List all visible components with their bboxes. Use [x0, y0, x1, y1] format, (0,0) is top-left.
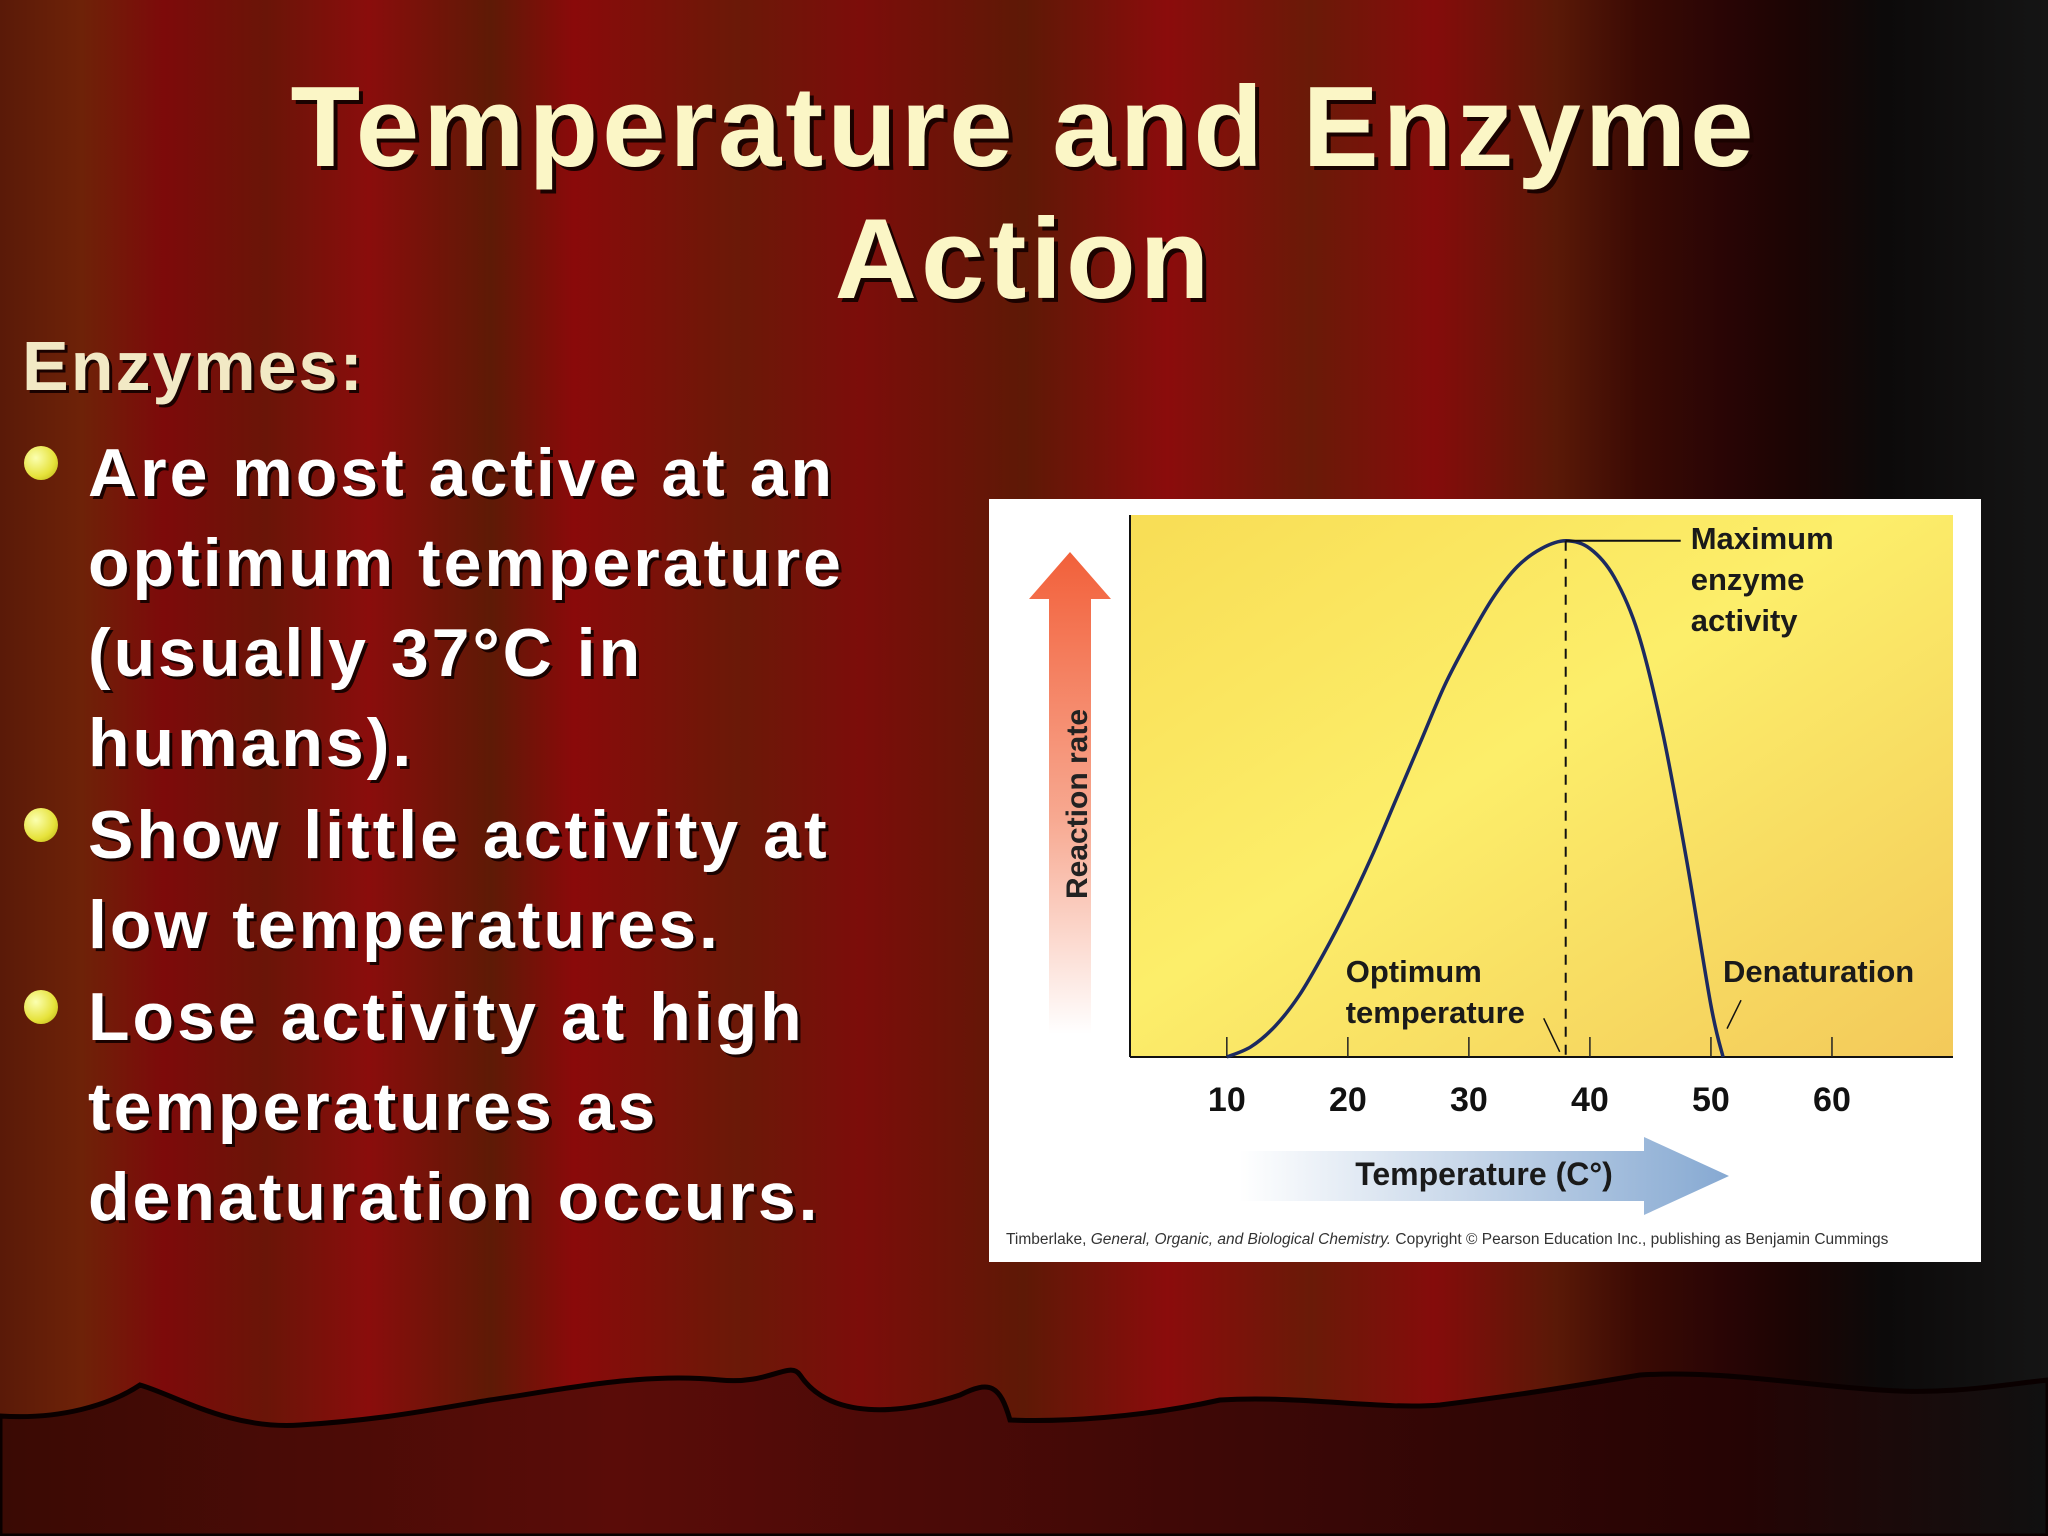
bullet-text: Are most active at an optimum temperatur…: [88, 435, 844, 781]
x-tick-label: 60: [1813, 1081, 1851, 1119]
x-tick-label: 40: [1571, 1081, 1609, 1119]
bullet-item: Are most active at an optimum temperatur…: [24, 428, 904, 788]
optimum-leader-line: [1543, 1017, 1561, 1053]
denaturation-annotation: Denaturation: [1723, 954, 1914, 989]
bullet-dot-icon: [24, 990, 58, 1024]
bullet-item: Lose activity at high temperatures as de…: [24, 972, 904, 1242]
slide-title: Temperature and Enzyme Action: [0, 62, 2048, 326]
bullet-dot-icon: [24, 446, 58, 480]
x-tick-label: 20: [1329, 1081, 1367, 1119]
bullet-item: Show little activity at low temperatures…: [24, 790, 904, 970]
bullets-heading: Enzymes:: [22, 327, 365, 405]
denaturation-leader-line: [1726, 999, 1742, 1029]
bullet-dot-icon: [24, 808, 58, 842]
x-tick-label: 50: [1692, 1081, 1730, 1119]
x-tick-label: 30: [1450, 1081, 1488, 1119]
bullet-text: Lose activity at high temperatures as de…: [88, 979, 821, 1235]
temperature-arrow-icon: [1239, 1137, 1729, 1215]
title-line-2: Action: [834, 196, 1214, 323]
chart-panel: Reaction rate Temperature (C°) 10 20 30 40 5…: [989, 499, 1981, 1262]
enzyme-activity-chart: Reaction rate Temperature (C°) 10 20 30 40 5…: [1006, 515, 1953, 1248]
y-axis-label: Reaction rate: [1061, 709, 1094, 899]
bullet-text: Show little activity at low temperatures…: [88, 797, 830, 963]
x-axis-label: Temperature (C°): [1355, 1156, 1613, 1192]
x-tick-label: 10: [1208, 1081, 1246, 1119]
enzyme-activity-curve: [1226, 539, 1725, 1059]
chart-credit: Timberlake, General, Organic, and Biolog…: [1006, 1231, 1889, 1248]
title-line-1: Temperature and Enzyme: [290, 64, 1758, 191]
bullet-list: Are most active at an optimum temperatur…: [24, 428, 904, 1244]
reaction-rate-arrow-icon: [1029, 552, 1111, 1034]
optimum-annotation: Optimum temperature: [1346, 954, 1525, 1030]
plot-area: [1130, 515, 1953, 1057]
maximum-annotation: Maximum enzyme activity: [1691, 521, 1834, 638]
